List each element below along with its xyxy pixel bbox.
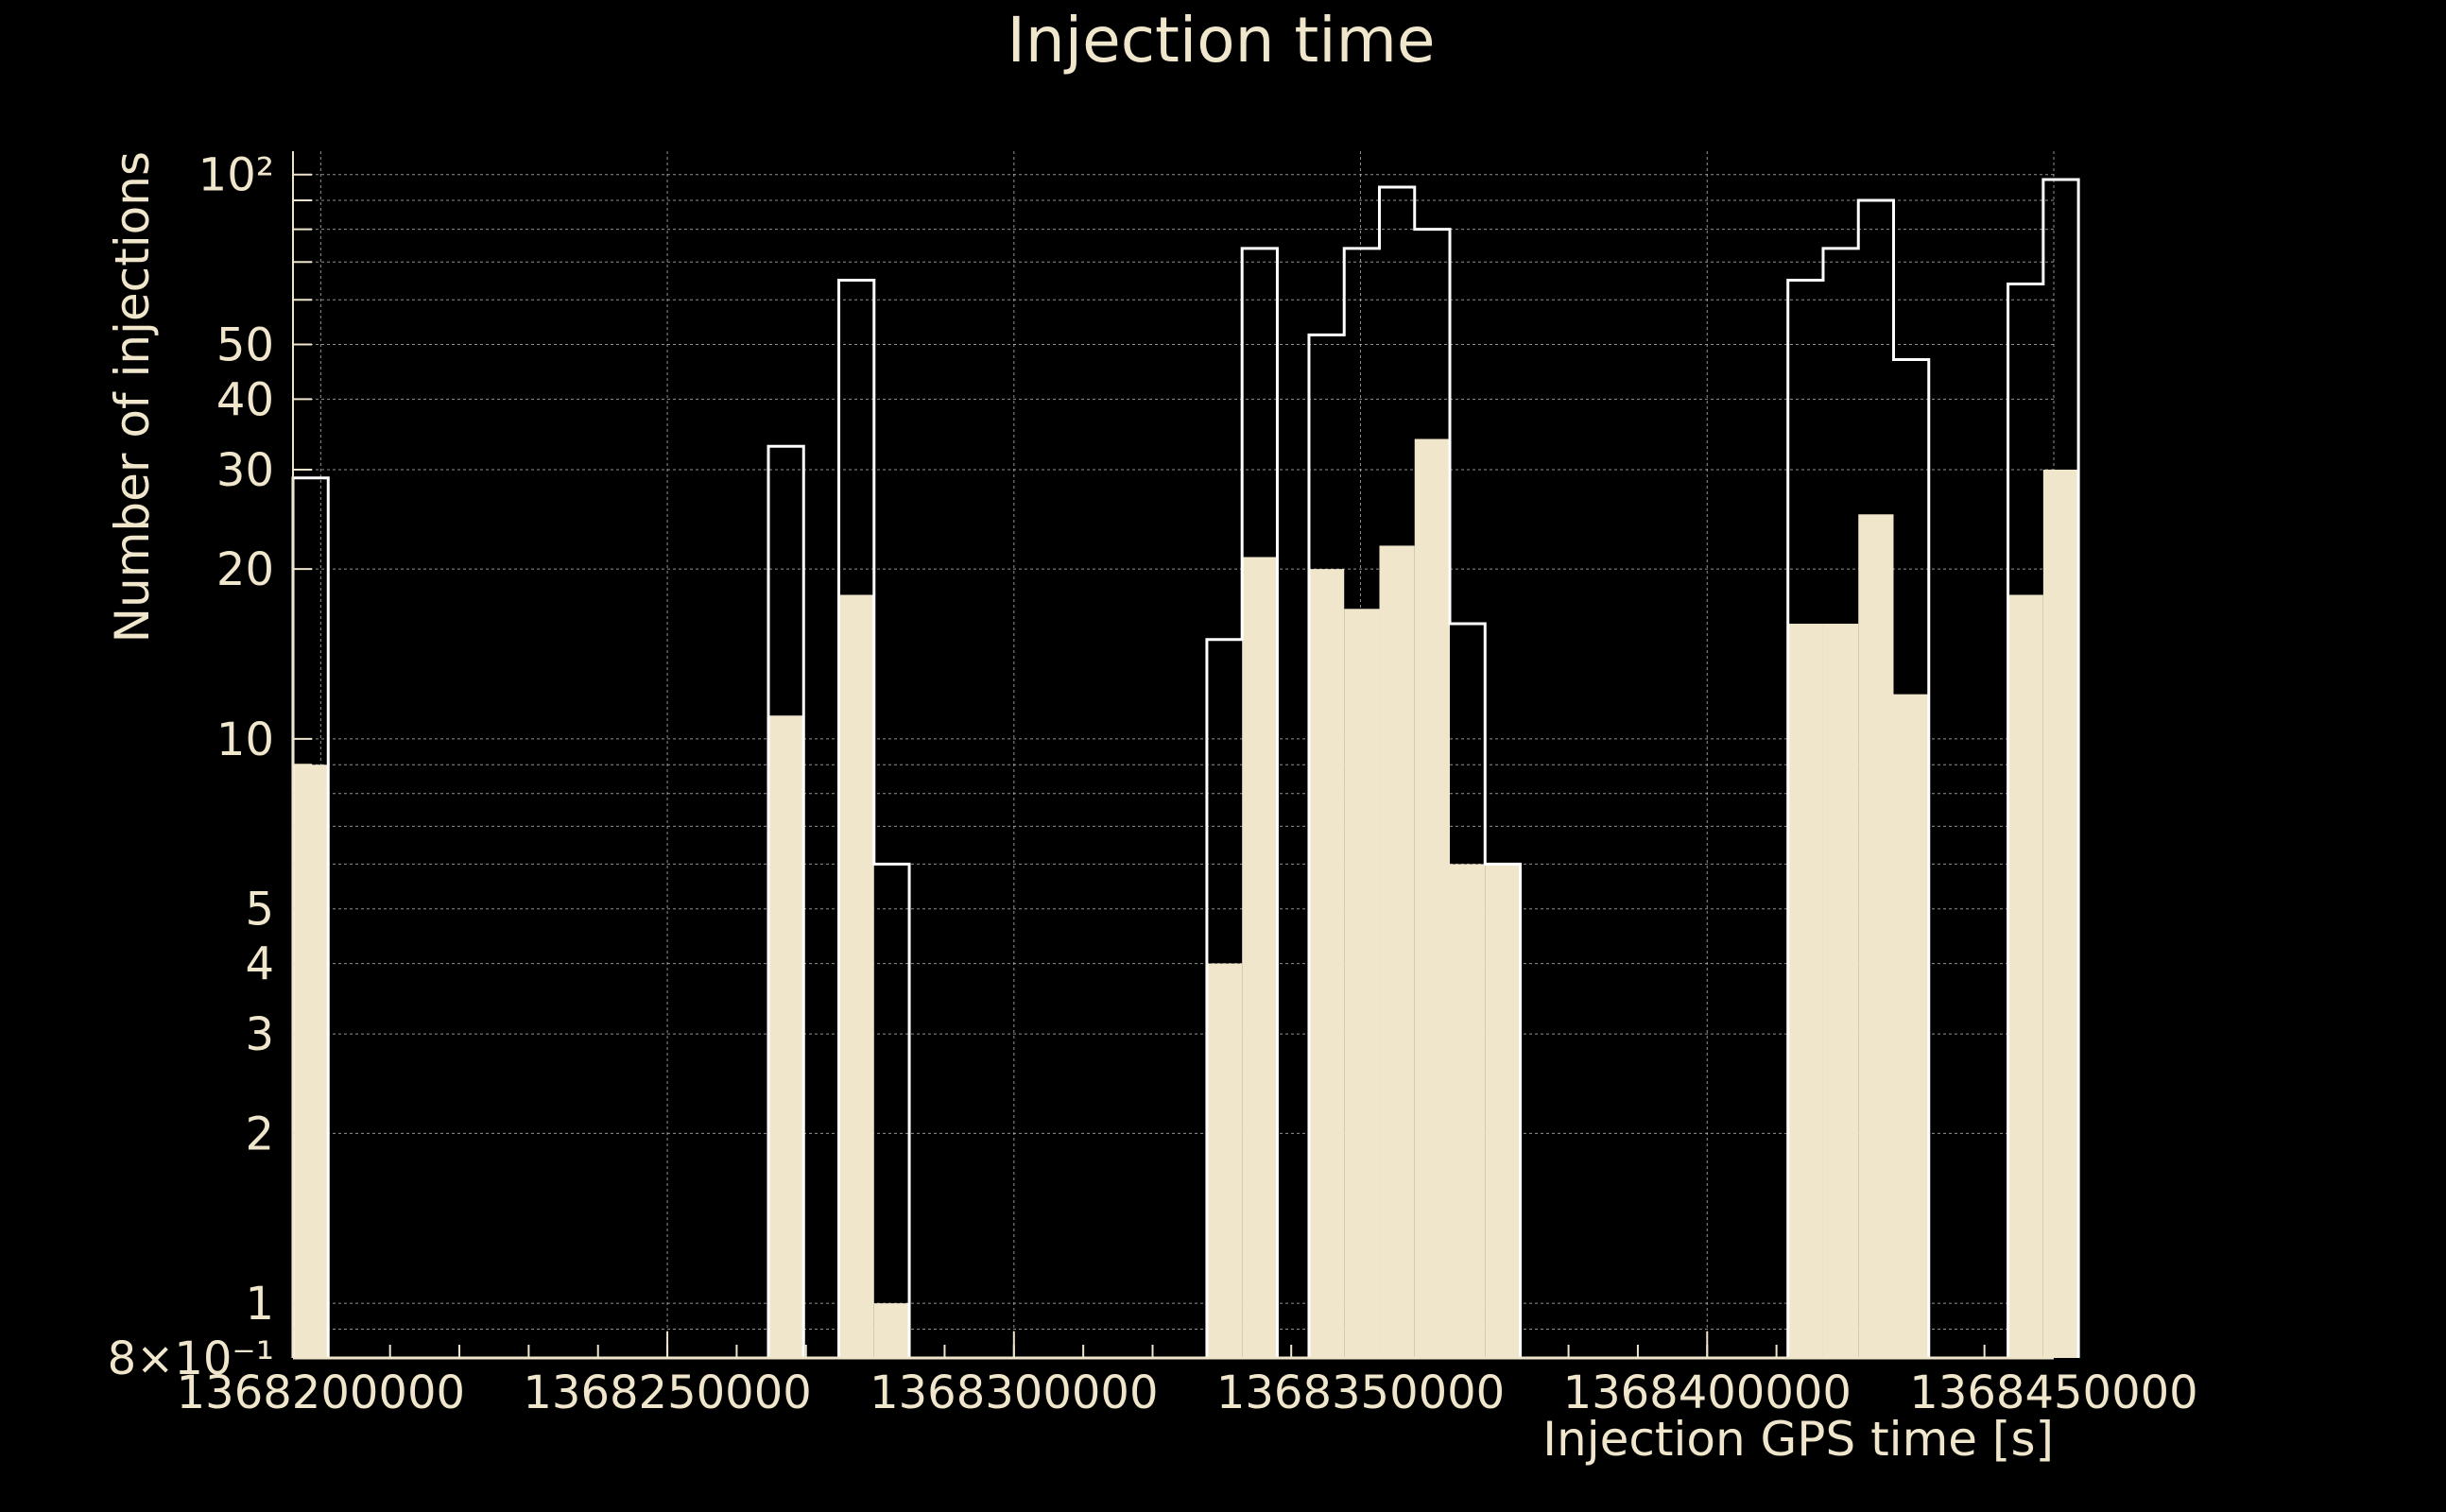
outline-bar-group <box>2007 178 2080 1358</box>
x-tick-label: 1368400000 <box>1563 1366 1852 1419</box>
x-axis-label: Injection GPS time [s] <box>1542 1412 2054 1467</box>
outline-bar-group <box>767 444 805 1358</box>
filled-bar <box>1450 864 1486 1358</box>
filled-bar <box>1893 694 1929 1358</box>
filled-bar <box>1344 609 1380 1358</box>
filled-bar <box>2042 469 2079 1358</box>
y-tick-label: 4 <box>245 938 274 991</box>
y-tick-label: 10 <box>216 713 274 766</box>
filled-bar <box>873 1303 910 1358</box>
filled-bar <box>1787 624 1823 1358</box>
y-tick-label: 50 <box>216 318 274 371</box>
filled-bar <box>1414 438 1451 1358</box>
x-tick-label: 1368350000 <box>1216 1366 1505 1419</box>
y-tick-label: 20 <box>216 543 274 596</box>
outline-bar-group <box>1786 198 1931 1358</box>
x-tick-label: 1368200000 <box>177 1366 465 1419</box>
y-tick-label: 3 <box>245 1008 274 1061</box>
y-tick-label: 5 <box>245 884 274 936</box>
x-tick-label: 1368250000 <box>523 1366 811 1419</box>
outline-bar-group <box>837 278 911 1358</box>
filled-bar <box>2007 594 2043 1358</box>
filled-bar <box>768 715 804 1358</box>
y-tick-label: 30 <box>216 444 274 497</box>
filled-bar <box>1822 624 1859 1358</box>
filled-bar <box>293 765 329 1358</box>
y-axis-label: Number of injections <box>105 151 160 643</box>
filled-bar <box>1242 557 1278 1358</box>
filled-bar <box>1206 963 1243 1358</box>
outline-bar-group <box>1205 247 1279 1358</box>
y-tick-label: 1 <box>245 1278 274 1331</box>
filled-bar <box>838 594 874 1358</box>
filled-series <box>293 438 2079 1358</box>
x-tick-label: 1368300000 <box>870 1366 1158 1419</box>
y-tick-label: 8×10⁻¹ <box>108 1332 274 1385</box>
y-tick-label: 10² <box>198 149 274 202</box>
outline-bar-group <box>1307 185 1523 1358</box>
filled-bar <box>1858 514 1894 1358</box>
y-tick-label: 40 <box>216 373 274 426</box>
x-tick-label: 1368450000 <box>1909 1366 2197 1419</box>
filled-bar <box>1379 545 1415 1358</box>
filled-bar <box>1308 569 1345 1358</box>
axes <box>292 151 2055 1360</box>
y-tick-label: 2 <box>245 1108 274 1160</box>
filled-bar <box>1485 864 1521 1358</box>
chart-title: Injection time <box>1007 4 1435 77</box>
